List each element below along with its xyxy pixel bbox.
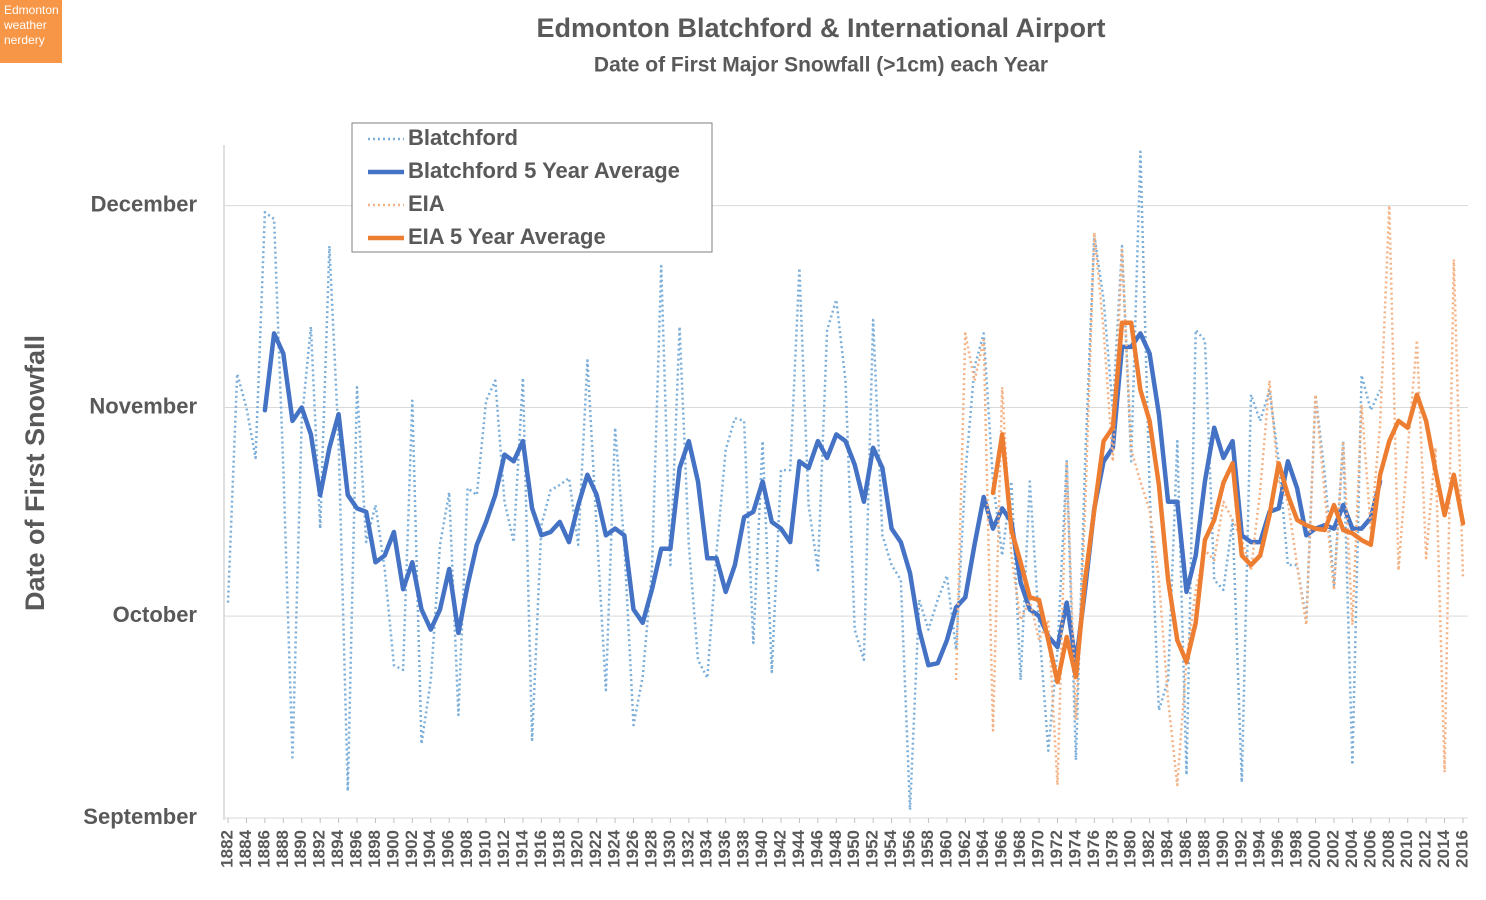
x-tick-label: 1910 bbox=[476, 830, 495, 868]
y-tick-label: October bbox=[113, 602, 198, 627]
x-tick-label: 1962 bbox=[955, 830, 974, 868]
x-tick-label: 1992 bbox=[1231, 830, 1250, 868]
watermark: Edmonton weather nerdery bbox=[0, 0, 62, 63]
x-tick-label: 1908 bbox=[457, 830, 476, 868]
x-tick-label: 1922 bbox=[586, 830, 605, 868]
y-tick-label: December bbox=[91, 191, 198, 216]
x-tick-label: 1932 bbox=[678, 830, 697, 868]
x-tick-label: 2006 bbox=[1360, 830, 1379, 868]
legend-label: Blatchford 5 Year Average bbox=[408, 158, 680, 183]
x-tick-label: 1918 bbox=[549, 830, 568, 868]
x-tick-label: 1966 bbox=[992, 830, 1011, 868]
x-tick-label: 1900 bbox=[383, 830, 402, 868]
x-tick-label: 1964 bbox=[973, 829, 992, 867]
x-tick-label: 1890 bbox=[291, 830, 310, 868]
series-line bbox=[990, 320, 1466, 685]
x-tick-label: 1938 bbox=[734, 830, 753, 868]
x-tick-label: 1990 bbox=[1213, 830, 1232, 868]
x-tick-label: 1926 bbox=[623, 830, 642, 868]
x-tick-label: 1948 bbox=[826, 830, 845, 868]
legend-label: EIA bbox=[408, 191, 445, 216]
x-tick-label: 1994 bbox=[1250, 829, 1269, 867]
x-tick-label: 1978 bbox=[1102, 830, 1121, 868]
x-tick-label: 1940 bbox=[752, 830, 771, 868]
x-tick-label: 1912 bbox=[494, 830, 513, 868]
x-tick-label: 1970 bbox=[1029, 830, 1048, 868]
x-tick-label: 1884 bbox=[236, 829, 255, 867]
x-tick-label: 1930 bbox=[660, 830, 679, 868]
x-tick-label: 2010 bbox=[1397, 830, 1416, 868]
x-tick-label: 1946 bbox=[807, 830, 826, 868]
chart-subtitle: Date of First Major Snowfall (>1cm) each… bbox=[594, 54, 1048, 77]
chart-title: Edmonton Blatchford & International Airp… bbox=[537, 13, 1106, 43]
x-tick-label: 1898 bbox=[365, 830, 384, 868]
x-tick-label: 2008 bbox=[1379, 830, 1398, 868]
legend-label: EIA 5 Year Average bbox=[408, 224, 606, 249]
x-tick-label: 2000 bbox=[1305, 830, 1324, 868]
x-tick-label: 1976 bbox=[1084, 830, 1103, 868]
legend-label: Blatchford bbox=[408, 125, 518, 150]
x-tick-label: 1952 bbox=[863, 830, 882, 868]
y-axis-label: Date of First Snowfall bbox=[20, 335, 50, 611]
x-tick-label: 1988 bbox=[1194, 830, 1213, 868]
x-tick-label: 1920 bbox=[568, 830, 587, 868]
x-tick-label: 1986 bbox=[1176, 830, 1195, 868]
y-tick-label: November bbox=[89, 393, 197, 418]
x-tick-label: 1954 bbox=[881, 829, 900, 867]
x-tick-label: 1944 bbox=[789, 829, 808, 867]
x-tick-label: 1950 bbox=[844, 830, 863, 868]
x-tick-label: 1998 bbox=[1287, 830, 1306, 868]
x-tick-label: 1972 bbox=[1047, 830, 1066, 868]
x-tick-label: 1958 bbox=[918, 830, 937, 868]
x-tick-label: 1960 bbox=[936, 830, 955, 868]
x-tick-label: 1980 bbox=[1121, 830, 1140, 868]
x-tick-label: 1968 bbox=[1010, 830, 1029, 868]
x-tick-label: 1894 bbox=[328, 829, 347, 867]
x-tick-label: 1936 bbox=[715, 830, 734, 868]
x-tick-label: 1924 bbox=[605, 829, 624, 867]
legend-box bbox=[351, 122, 713, 253]
series-line bbox=[954, 204, 1465, 787]
x-tick-label: 1886 bbox=[254, 830, 273, 868]
x-tick-label: 1928 bbox=[641, 830, 660, 868]
x-tick-label: 1904 bbox=[420, 829, 439, 867]
x-tick-label: 1906 bbox=[439, 830, 458, 868]
series-line bbox=[226, 150, 1382, 812]
x-tick-label: 1996 bbox=[1268, 830, 1287, 868]
x-tick-label: 1916 bbox=[531, 830, 550, 868]
x-tick-label: 1902 bbox=[402, 830, 421, 868]
x-tick-label: 2012 bbox=[1416, 830, 1435, 868]
x-tick-label: 1982 bbox=[1139, 830, 1158, 868]
x-tick-label: 2004 bbox=[1342, 829, 1361, 867]
x-tick-label: 1914 bbox=[512, 829, 531, 867]
series-line bbox=[262, 331, 1383, 668]
x-tick-label: 1956 bbox=[899, 830, 918, 868]
x-tick-label: 1942 bbox=[770, 830, 789, 868]
x-tick-label: 1974 bbox=[1065, 829, 1084, 867]
x-tick-label: 2002 bbox=[1323, 830, 1342, 868]
x-tick-label: 1892 bbox=[310, 830, 329, 868]
y-tick-label: September bbox=[83, 804, 197, 829]
x-tick-label: 1984 bbox=[1158, 829, 1177, 867]
x-tick-label: 2016 bbox=[1452, 830, 1471, 868]
x-tick-label: 1934 bbox=[697, 829, 716, 867]
x-tick-label: 2014 bbox=[1434, 829, 1453, 867]
x-tick-label: 1896 bbox=[347, 830, 366, 868]
x-tick-label: 1888 bbox=[273, 830, 292, 868]
x-tick-label: 1882 bbox=[217, 830, 236, 868]
